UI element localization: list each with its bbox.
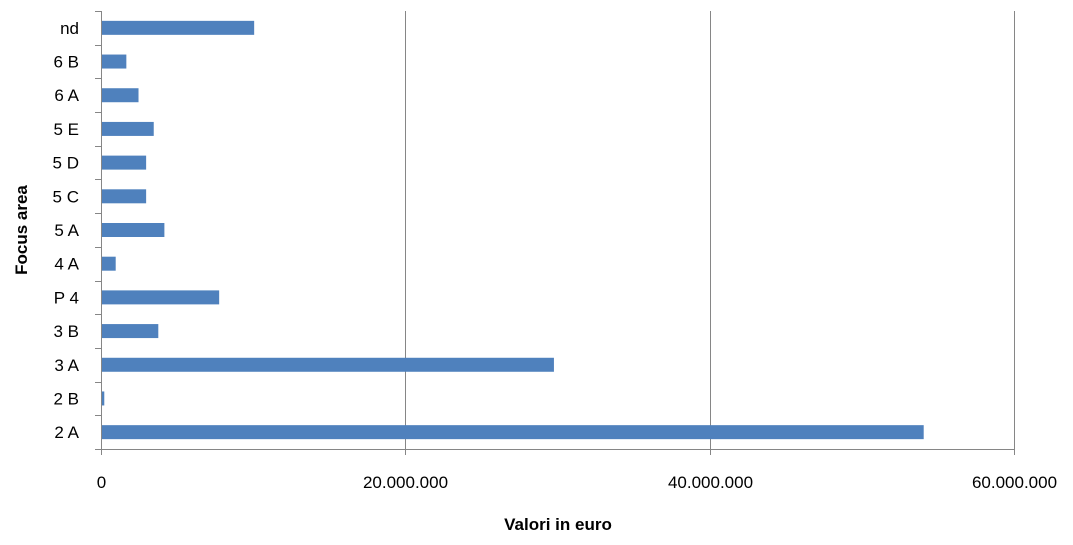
bar-6a [102,88,139,103]
bar-nd [102,20,255,35]
y-tick-label: 5 D [53,154,79,173]
y-axis-title: Focus area [12,185,31,275]
x-tick-label: 20.000.000 [363,473,448,492]
bar-p4 [102,290,220,305]
bar-3b [102,324,159,339]
y-tick-label: 6 A [54,86,79,105]
bar-2a [102,425,924,440]
y-tick-label: 5 A [54,221,79,240]
bars [102,20,924,440]
bar-2b [102,391,105,406]
y-tick-label: 4 A [54,255,79,274]
x-tick-label: 60.000.000 [972,473,1057,492]
axes [95,11,1015,455]
bar-5e [102,121,154,136]
tick-labels: 2 A 2 B 3 A 3 B P 4 4 A 5 A 5 C 5 D 5 E 6 A 6 B nd 0 2… [53,19,1058,492]
y-tick-label: 5 E [53,120,79,139]
y-tick-label: 5 C [53,187,79,206]
y-tick-label: 3 B [53,322,79,341]
x-tick-label: 40.000.000 [668,473,753,492]
gridlines [405,11,1015,449]
bar-5d [102,155,147,170]
x-tick-label: 0 [97,473,106,492]
y-tick-label: 2 A [54,423,79,442]
x-axis-title: Valori in euro [504,515,612,534]
bar-5a [102,223,165,237]
bar-3a [102,357,554,372]
bar-6b [102,54,127,69]
y-tick-label: 3 A [54,356,79,375]
y-tick-label: P 4 [54,288,79,307]
y-tick-label: nd [60,19,79,38]
bar-5c [102,189,147,204]
bar-4a [102,256,116,271]
y-tick-label: 2 B [53,389,79,408]
y-tick-label: 6 B [53,53,79,72]
